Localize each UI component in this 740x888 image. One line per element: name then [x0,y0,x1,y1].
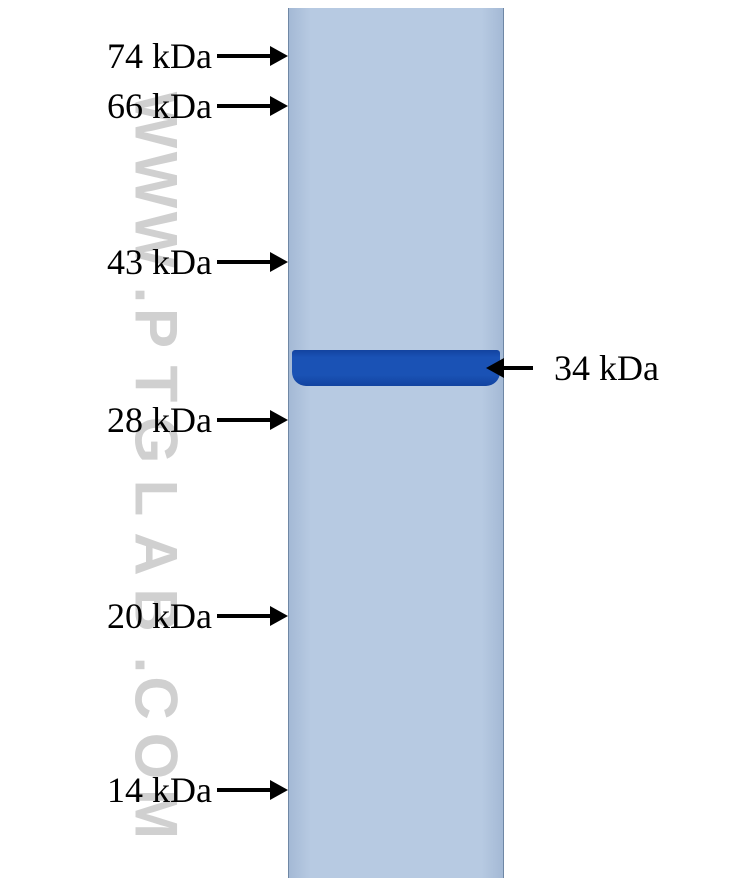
marker-label: 66 kDa [72,85,212,127]
marker-row: 66 kDa [72,84,288,128]
watermark-char: . [122,287,191,304]
marker-label: 14 kDa [72,769,212,811]
arrow-right-icon [217,84,288,128]
marker-row: 43 kDa [72,240,288,284]
arrow-right-icon [217,240,288,284]
watermark-char: C [122,676,191,719]
watermark-char: W [122,152,191,209]
arrow-left-icon [486,346,533,390]
marker-row: 20 kDa [72,594,288,638]
watermark-char: L [122,480,191,517]
marker-label: 43 kDa [72,241,212,283]
band-arrow: 34 kDa [486,346,659,390]
watermark-char: . [122,657,191,674]
gel-image-container: WWW.PTGLAB.COM 74 kDa66 kDa43 kDa28 kDa2… [0,0,740,888]
marker-label: 28 kDa [72,399,212,441]
arrow-right-icon [217,398,288,442]
gel-lane [288,8,504,878]
marker-row: 74 kDa [72,34,288,78]
watermark-char: P [122,308,191,348]
marker-row: 14 kDa [72,768,288,812]
band-label: 34 kDa [554,347,659,389]
watermark-char: T [122,366,191,403]
marker-label: 74 kDa [72,35,212,77]
marker-label: 20 kDa [72,595,212,637]
protein-band [292,350,500,386]
arrow-right-icon [217,594,288,638]
marker-row: 28 kDa [72,398,288,442]
arrow-right-icon [217,768,288,812]
watermark-char: A [122,532,191,575]
arrow-right-icon [217,34,288,78]
